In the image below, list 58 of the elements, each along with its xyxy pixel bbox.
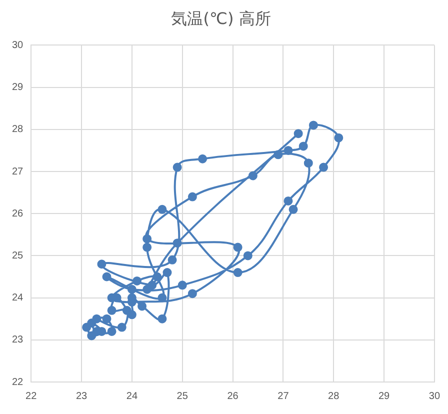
y-tick-label: 23 bbox=[12, 334, 24, 346]
x-tick-label: 26 bbox=[227, 390, 239, 402]
point bbox=[178, 280, 187, 290]
point bbox=[158, 314, 167, 324]
x-tick-label: 23 bbox=[76, 390, 88, 402]
point bbox=[127, 284, 136, 294]
point bbox=[152, 272, 162, 282]
point bbox=[172, 162, 182, 172]
point bbox=[168, 255, 177, 264]
point bbox=[274, 150, 283, 160]
y-tick-label: 27 bbox=[12, 166, 24, 178]
x-tick-label: 22 bbox=[26, 390, 38, 402]
point bbox=[158, 293, 167, 302]
point bbox=[158, 204, 167, 214]
point bbox=[92, 314, 102, 324]
chart-title: 気温(℃) 高所 bbox=[171, 8, 271, 28]
y-tick-label: 22 bbox=[12, 376, 24, 388]
point bbox=[102, 314, 112, 324]
point bbox=[334, 133, 344, 142]
point bbox=[243, 251, 252, 260]
point bbox=[288, 204, 298, 214]
y-tick-label: 29 bbox=[12, 82, 24, 94]
point bbox=[308, 120, 318, 130]
point bbox=[298, 142, 308, 151]
x-tick-label: 27 bbox=[278, 390, 290, 402]
point bbox=[248, 171, 258, 180]
point bbox=[138, 302, 147, 311]
point bbox=[284, 146, 293, 155]
x-tick-label: 28 bbox=[328, 390, 340, 402]
point bbox=[142, 284, 152, 294]
y-tick-label: 24 bbox=[12, 292, 24, 304]
point bbox=[107, 326, 116, 336]
point bbox=[102, 272, 112, 282]
point bbox=[233, 268, 242, 278]
point bbox=[294, 129, 303, 138]
y-tick-label: 30 bbox=[12, 40, 24, 51]
point bbox=[97, 260, 106, 269]
point bbox=[284, 196, 293, 206]
x-tick-label: 30 bbox=[428, 390, 440, 402]
point bbox=[117, 322, 126, 332]
point bbox=[198, 154, 208, 164]
point bbox=[162, 268, 172, 278]
x-tick-label: 25 bbox=[176, 390, 188, 402]
point bbox=[188, 192, 197, 202]
point bbox=[319, 162, 328, 172]
x-tick-label: 24 bbox=[126, 390, 138, 402]
point bbox=[132, 276, 142, 286]
y-tick-label: 26 bbox=[12, 208, 24, 220]
point bbox=[172, 238, 182, 248]
point bbox=[107, 306, 116, 315]
y-tick-label: 28 bbox=[12, 124, 24, 136]
point bbox=[142, 234, 152, 244]
point bbox=[188, 289, 197, 298]
y-tick-label: 25 bbox=[12, 250, 24, 262]
point bbox=[304, 158, 313, 168]
point bbox=[233, 242, 242, 252]
point bbox=[142, 242, 152, 252]
x-tick-label: 29 bbox=[378, 390, 390, 402]
